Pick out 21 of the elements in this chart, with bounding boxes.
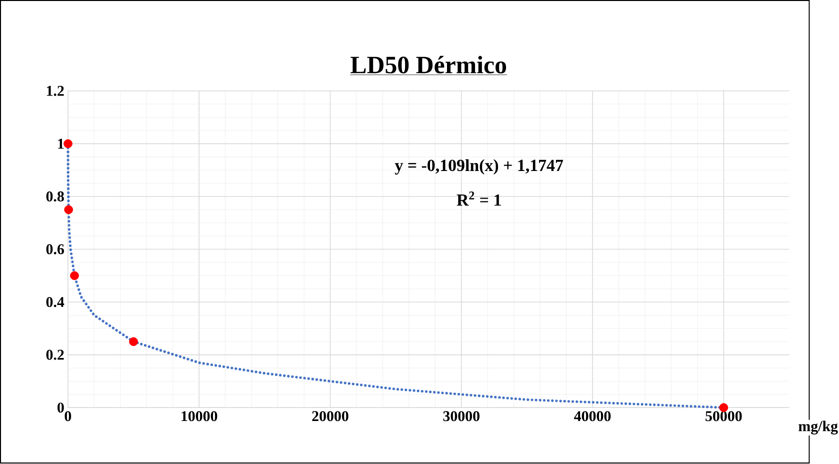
x-tick-label: 30000 (443, 411, 480, 422)
x-tick-label: 0 (64, 411, 72, 422)
annotation: R$^{2}$ = 1 (456, 192, 501, 206)
point (64, 139, 72, 148)
y-tick-label: 1.2 (46, 86, 64, 96)
y-tick-label: 0 (58, 402, 64, 413)
y-tick-label: 1 (58, 138, 64, 149)
y-tick-label: 0.2 (46, 350, 64, 360)
x-tick-label: 20000 (312, 411, 348, 422)
y-tick-label: 0.4 (46, 297, 64, 308)
y-tick-label: 0.6 (46, 244, 64, 255)
x-tick-label: 10000 (182, 411, 218, 422)
point (129, 337, 138, 346)
x-axis-title: mg/kg (798, 421, 838, 435)
chart-title: LD50 Dérmico (350, 56, 506, 74)
x-tick-label: 50000 (706, 411, 742, 422)
annotation: y = -0,109ln(x) + 1,1747 (394, 159, 564, 175)
point (70, 271, 79, 280)
y-tick-label: 0.8 (46, 192, 64, 202)
x-tick-label: 40000 (574, 411, 611, 422)
point (64, 205, 74, 214)
